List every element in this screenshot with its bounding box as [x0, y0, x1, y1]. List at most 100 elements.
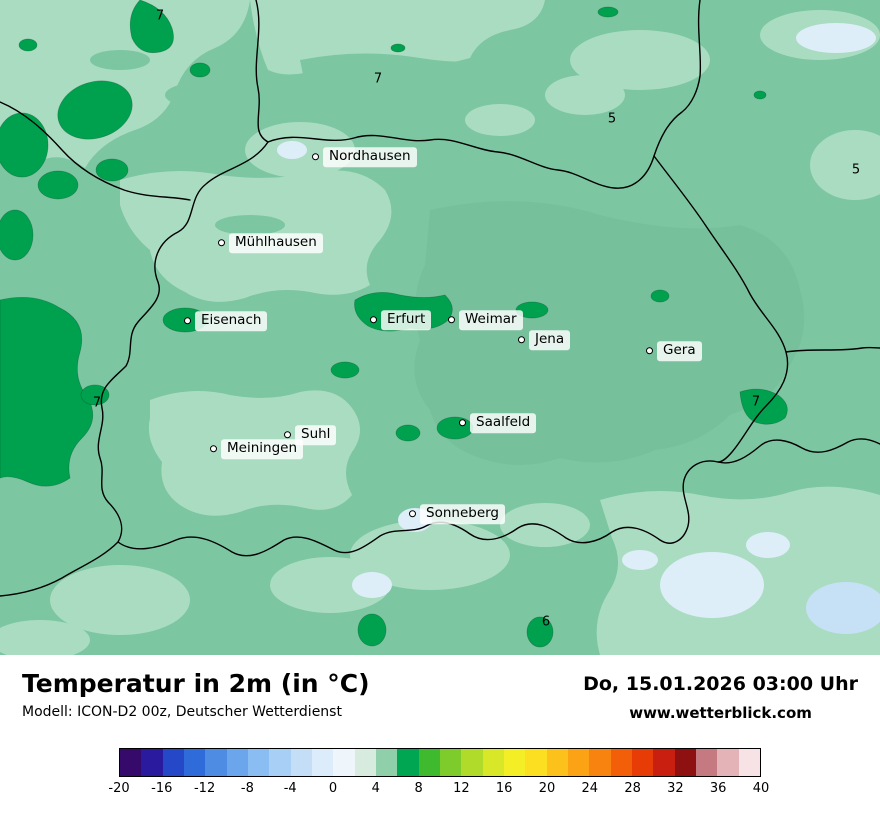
scale-segment	[120, 749, 142, 776]
city-label: Jena	[529, 330, 571, 350]
scale-tick-label: 40	[752, 781, 770, 796]
city-dot	[409, 510, 416, 518]
city-dot	[210, 445, 217, 453]
city-label: Gera	[657, 341, 702, 361]
city-dot	[448, 316, 455, 324]
city-label: Suhl	[295, 425, 337, 445]
map-graphic	[0, 0, 880, 655]
scale-tick-label: -12	[193, 781, 216, 796]
scale-segment	[567, 749, 590, 776]
city-label: Sonneberg	[420, 504, 506, 524]
scale-segment	[525, 749, 547, 776]
city-marker: Sonneberg	[409, 504, 506, 524]
website-label: www.wetterblick.com	[629, 704, 812, 722]
city-marker: Nordhausen	[312, 147, 417, 167]
contour-label: 7	[751, 394, 761, 410]
scale-tick-label: 20	[538, 781, 556, 796]
scale-tick-label: -16	[151, 781, 173, 796]
scale-segment	[354, 749, 376, 776]
city-dot	[370, 316, 377, 324]
dark-green-region	[414, 201, 805, 465]
city-label: Meiningen	[221, 439, 303, 459]
scale-segment	[183, 749, 206, 776]
scale-segment	[162, 749, 184, 776]
color-scale-bar	[119, 748, 761, 777]
scale-tick-label: 8	[414, 781, 423, 796]
scale-tick-label: -8	[240, 781, 254, 796]
scale-segment	[333, 749, 355, 776]
city-dot	[218, 239, 225, 247]
scale-segment	[503, 749, 526, 776]
city-marker: Eisenach	[184, 311, 268, 331]
scale-segment	[482, 749, 504, 776]
city-marker: Saalfeld	[459, 413, 537, 433]
city-dot	[459, 419, 466, 427]
city-marker: Meiningen	[210, 439, 303, 459]
city-label: Nordhausen	[323, 147, 417, 167]
city-label: Eisenach	[195, 311, 268, 331]
scale-segment	[141, 749, 163, 776]
datetime-label: Do, 15.01.2026 03:00 Uhr	[583, 673, 858, 695]
scale-segment	[738, 749, 760, 776]
city-dot	[518, 336, 525, 344]
scale-segment	[546, 749, 568, 776]
scale-segment	[653, 749, 675, 776]
scale-segment	[610, 749, 632, 776]
city-label: Weimar	[459, 310, 523, 330]
contour-label: 7	[373, 71, 383, 87]
map-footer: Temperatur in 2m (in °C) Modell: ICON-D2…	[0, 655, 880, 830]
scale-ticks: -20 -16 -12 -8 -4 0 4 8 12 16 20 24 28 32 36 40	[108, 781, 769, 799]
city-marker: Weimar	[448, 310, 523, 330]
scale-segment	[717, 749, 739, 776]
footer-left: Temperatur in 2m (in °C) Modell: ICON-D2…	[22, 669, 370, 720]
contour-label: 5	[607, 111, 617, 127]
state-borders	[0, 0, 880, 597]
scale-segment	[226, 749, 248, 776]
scale-segment	[461, 749, 483, 776]
model-info: Modell: ICON-D2 00z, Deutscher Wetterdie…	[22, 704, 342, 720]
scale-segment	[631, 749, 654, 776]
city-marker: Jena	[518, 330, 571, 350]
scale-tick-label: 24	[581, 781, 599, 796]
scale-segment	[695, 749, 718, 776]
scale-segment	[375, 749, 398, 776]
scale-segment	[247, 749, 270, 776]
city-marker: Mühlhausen	[218, 233, 323, 253]
scale-segment	[205, 749, 227, 776]
scale-segment	[418, 749, 440, 776]
city-dot	[184, 317, 191, 325]
scale-segment	[290, 749, 312, 776]
contour-label: 5	[851, 162, 861, 178]
scale-segment	[311, 749, 334, 776]
contour-label: 6	[541, 614, 551, 630]
scale-tick-label: -4	[283, 781, 297, 796]
scale-tick-label: 12	[453, 781, 470, 796]
footer-right: Do, 15.01.2026 03:00 Uhr www.wetterblick…	[583, 669, 858, 722]
scale-tick-label: 36	[709, 781, 727, 796]
city-marker: Erfurt	[370, 310, 432, 330]
page-title: Temperatur in 2m (in °C)	[22, 669, 370, 698]
scale-segment	[397, 749, 419, 776]
scale-segment	[439, 749, 462, 776]
contour-label: 7	[92, 395, 102, 411]
pale-blue-patches	[277, 23, 880, 634]
city-label: Mühlhausen	[229, 233, 323, 253]
scale-tick-label: 32	[667, 781, 684, 796]
scale-tick-label: 4	[371, 781, 380, 796]
city-dot	[284, 431, 291, 439]
city-label: Saalfeld	[470, 413, 537, 433]
scale-tick-label: 0	[328, 781, 338, 796]
scale-segment	[269, 749, 291, 776]
city-marker: Gera	[646, 341, 702, 361]
city-dot	[312, 153, 319, 161]
city-dot	[646, 347, 653, 355]
bright-green-blobs	[0, 0, 788, 648]
color-scale: -20 -16 -12 -8 -4 0 4 8 12 16 20 24 28 32 36 40	[22, 748, 858, 799]
scale-segment	[589, 749, 611, 776]
scale-tick-label: 16	[495, 781, 513, 796]
temperature-map: 7 7 5 5 7 7 6 Nordhausen Mühlhausen Eisenach Erfu…	[0, 0, 880, 655]
city-marker: Suhl	[284, 425, 337, 445]
scale-segment	[674, 749, 696, 776]
scale-tick-label: 28	[624, 781, 641, 796]
